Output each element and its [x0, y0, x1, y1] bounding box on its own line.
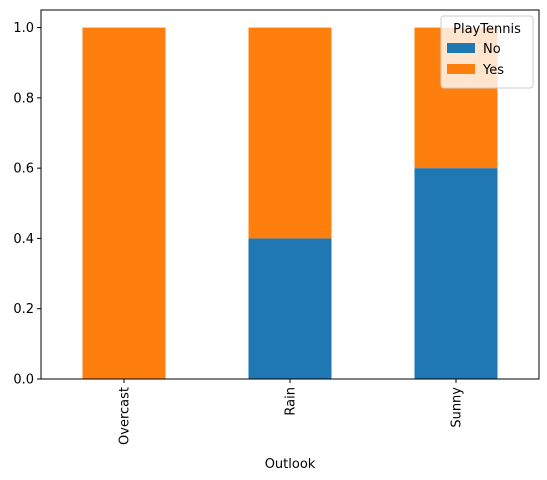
x-axis-label: Outlook: [265, 457, 316, 472]
bar-no-rain: [248, 238, 332, 379]
legend-label-no: No: [483, 42, 501, 57]
legend-swatch-yes: [447, 64, 475, 74]
bar-no-sunny: [414, 168, 498, 379]
legend: PlayTennis No Yes: [440, 15, 534, 89]
y-tick-label: 0.4: [13, 232, 34, 247]
bars-layer: [82, 27, 498, 379]
bar-yes-overcast: [82, 27, 166, 379]
x-axis: Overcast Rain Sunny: [118, 379, 465, 445]
y-tick-label: 0.6: [13, 162, 34, 177]
y-axis: 0.0 0.2 0.4 0.6 0.8 1.0: [13, 21, 41, 388]
y-tick-label: 0.8: [13, 91, 34, 106]
y-tick-label: 1.0: [13, 21, 34, 36]
y-tick-label: 0.2: [13, 302, 34, 317]
legend-title: PlayTennis: [453, 22, 521, 37]
x-tick-label-rain: Rain: [284, 387, 299, 416]
legend-swatch-no: [447, 43, 475, 53]
bar-yes-rain: [248, 27, 332, 239]
legend-label-yes: Yes: [482, 63, 504, 78]
x-tick-label-sunny: Sunny: [450, 387, 465, 428]
x-tick-label-overcast: Overcast: [118, 387, 133, 445]
y-tick-label: 0.0: [13, 373, 34, 388]
